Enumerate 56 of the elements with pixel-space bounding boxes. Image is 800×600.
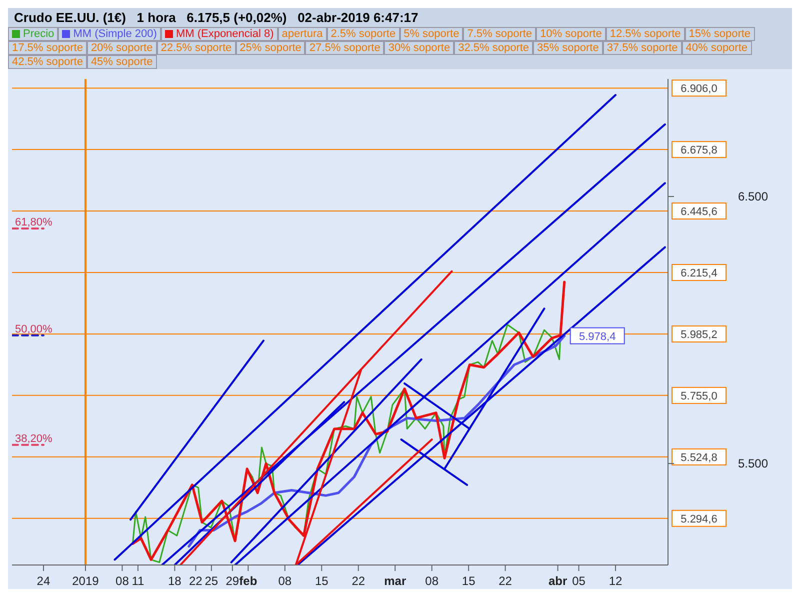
text: 15% soporte xyxy=(684,27,755,41)
text: apertura xyxy=(278,27,327,41)
annotation: 38,20% xyxy=(15,432,53,445)
text: 22.5% soporte xyxy=(156,41,236,55)
ref-line-label: 5.524,8 xyxy=(680,452,718,464)
text: 37.5% soporte xyxy=(602,41,682,55)
x-tick-label: 22 xyxy=(498,574,512,588)
text: 27.5% soporte xyxy=(305,41,384,55)
ref-line-label: 6.445,6 xyxy=(680,206,718,218)
x-tick-label: 15 xyxy=(314,574,329,588)
x-tick-label: feb xyxy=(239,574,258,588)
text: 35% soporte xyxy=(533,41,603,55)
text: 7.5% soporte xyxy=(463,27,536,41)
text: 20% soporte xyxy=(86,41,157,55)
ref-line-label: 6.675,8 xyxy=(680,144,718,157)
x-tick-label: 29 xyxy=(226,574,240,588)
y-tick-label: 6.500 xyxy=(738,189,768,204)
ref-line-label: 6.906,0 xyxy=(680,83,718,96)
x-tick-label: 11 xyxy=(132,574,144,588)
text: 42.5% soporte xyxy=(8,55,87,69)
text: 17.5% soporte xyxy=(8,41,87,55)
text: 25% soporte xyxy=(236,41,306,55)
x-tick-label: 2019 xyxy=(72,574,100,588)
text: 12.5% soporte xyxy=(606,27,685,41)
text: 40% soporte xyxy=(682,41,752,55)
x-tick-label: 18 xyxy=(168,574,182,588)
legend-label: MM (Simple 200) xyxy=(58,27,161,41)
x-tick-label: 22 xyxy=(189,574,203,588)
text: 45% soporte xyxy=(86,55,157,69)
text: 2.5% soporte xyxy=(326,27,400,41)
x-tick-label: 24 xyxy=(36,574,50,588)
ref-line-label: 5.294,6 xyxy=(680,513,718,526)
data-label: 5.978,4 xyxy=(579,330,616,343)
chart-title: Crudo EE.UU. (1€) 1 hora 6.175,5 (+0,02%) 02-abr-2019 6:47:17 xyxy=(8,8,792,27)
legend-label: MM (Exponencial 8) xyxy=(160,27,278,41)
x-tick-label: 08 xyxy=(278,574,292,588)
legend-label: Precio xyxy=(8,27,58,41)
x-tick-label: 22 xyxy=(352,574,366,588)
x-tick-label: abr xyxy=(548,574,568,588)
text: 32.5% soporte xyxy=(454,41,534,55)
text: 30% soporte xyxy=(384,41,454,55)
ref-line-label: 6.215,4 xyxy=(680,267,718,280)
x-tick-label: 25 xyxy=(204,574,218,588)
x-tick-label: 08 xyxy=(425,574,439,588)
x-tick-label: 05 xyxy=(572,574,586,588)
text: 10% soporte xyxy=(536,27,606,41)
y-tick-label: 5.500 xyxy=(738,456,768,471)
x-tick-label: 12 xyxy=(608,574,623,588)
x-tick-label: mar xyxy=(384,574,406,588)
ref-line-label: 5.985,2 xyxy=(680,328,718,341)
text: 5% soporte xyxy=(400,27,464,41)
x-tick-label: 08 xyxy=(116,574,130,588)
ref-line-label: 5.755,0 xyxy=(680,390,718,402)
annotation: 61,80% xyxy=(15,216,53,229)
annotation: 50,00% xyxy=(15,323,53,336)
x-tick-label: 15 xyxy=(462,574,476,588)
